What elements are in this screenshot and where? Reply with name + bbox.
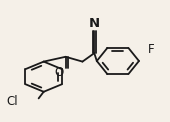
Text: F: F [148,43,155,56]
Text: Cl: Cl [7,95,18,108]
Text: O: O [54,66,63,79]
Text: N: N [89,17,100,30]
